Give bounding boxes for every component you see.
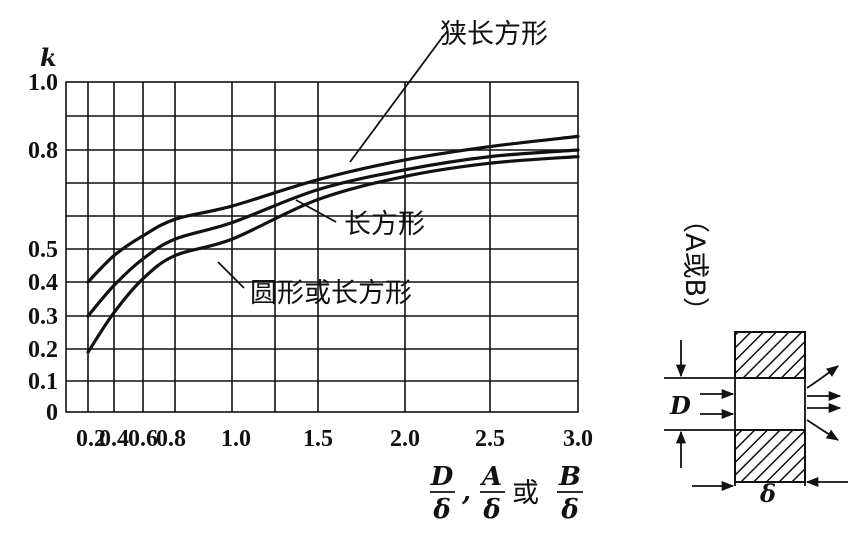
series-line-0 <box>86 134 580 284</box>
x-label-den-1: δ <box>432 495 450 525</box>
x-tick-label-6: 2.0 <box>390 426 420 452</box>
diagram-thickness-label: δ <box>759 479 776 508</box>
y-tick-label-1: 0.1 <box>28 369 58 395</box>
y-tick-label-2: 0.2 <box>28 337 58 363</box>
y-tick-label-6: 0.8 <box>28 138 58 164</box>
x-label-den-2: δ <box>482 495 500 525</box>
y-tick-label-3: 0.3 <box>28 304 58 330</box>
chart-series <box>86 134 580 354</box>
leader-line-rect <box>295 199 337 223</box>
x-tick-labels: 0.20.4 0.60.8 1.0 1.5 2.0 2.5 3.0 <box>76 426 593 452</box>
x-tick-label-2: 0.6 <box>128 426 158 452</box>
wall-upper <box>734 331 806 379</box>
y-tick-labels: 0 0.1 0.2 0.3 0.4 0.5 0.8 1.0 <box>28 70 58 426</box>
diagram-side-label: （A或B） <box>679 206 710 324</box>
x-tick-label-5: 1.5 <box>303 426 333 452</box>
chart-grid <box>65 81 579 413</box>
diagram-height-label: D <box>669 391 691 420</box>
leader-line-round-rect <box>217 261 245 289</box>
plot-frame <box>65 81 579 413</box>
outflow-arrow-1 <box>806 365 840 389</box>
wall-lower <box>734 429 806 483</box>
x-label-or-word: 或 <box>512 478 539 509</box>
y-tick-label-5: 0.5 <box>28 237 58 263</box>
series-label-rect: 长方形 <box>344 209 425 240</box>
series-label-round-rect: 圆形或长方形 <box>250 278 412 309</box>
x-label-num-3: B <box>558 462 581 492</box>
x-tick-label-3: 0.8 <box>156 426 186 452</box>
x-axis-label: D δ , A δ 或 B δ <box>430 462 583 525</box>
outflow-arrow-4 <box>806 419 840 441</box>
x-tick-label-4: 1.0 <box>221 426 251 452</box>
series-label-narrow-rect: 狭长方形 <box>440 19 548 50</box>
y-tick-label-0: 0 <box>46 400 58 426</box>
x-label-den-3: δ <box>560 495 578 525</box>
x-tick-label-1: 0.4 <box>99 426 129 452</box>
x-label-num-1: D <box>430 462 454 492</box>
x-label-num-2: A <box>479 462 502 492</box>
x-tick-label-0: 0.2 <box>76 426 106 452</box>
y-axis-label: k <box>40 43 57 72</box>
x-tick-label-8: 3.0 <box>563 426 593 452</box>
orifice-diagram: （A或B） D δ <box>664 206 848 508</box>
y-tick-label-4: 0.4 <box>28 270 58 296</box>
series-line-2 <box>86 155 580 354</box>
y-tick-label-7: 1.0 <box>28 70 58 96</box>
series-line-1 <box>86 148 580 318</box>
x-tick-label-7: 2.5 <box>475 426 505 452</box>
x-label-separator: , <box>461 477 471 507</box>
leader-line-narrow-rect <box>349 34 445 163</box>
